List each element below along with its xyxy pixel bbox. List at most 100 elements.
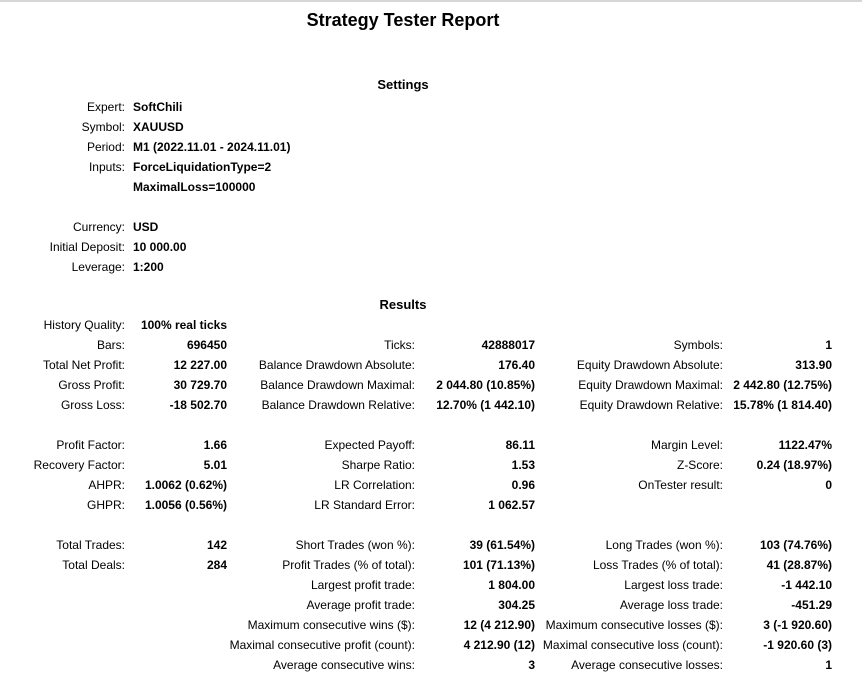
result-label: Balance Drawdown Maximal: bbox=[260, 378, 415, 392]
result-value: 696450 bbox=[186, 338, 227, 352]
results-row: AHPR: 1.0062 (0.62%) LR Correlation: 0.96 On… bbox=[0, 475, 832, 495]
result-value: 12 (4 212.90) bbox=[463, 618, 535, 632]
result-value bbox=[125, 635, 227, 655]
settings-row: Currency: USD bbox=[0, 217, 832, 237]
settings-row: Expert: SoftChili bbox=[0, 97, 832, 117]
result-value: -1 442.10 bbox=[781, 578, 832, 592]
result-value bbox=[723, 315, 832, 335]
results-row: Bars: 696450 Ticks: 42888017 Symbols: 1 bbox=[0, 335, 832, 355]
result-label bbox=[227, 315, 415, 335]
result-label: Equity Drawdown Relative: bbox=[579, 398, 723, 412]
result-label: LR Correlation: bbox=[334, 478, 415, 492]
setting-label bbox=[0, 177, 125, 197]
result-label bbox=[535, 315, 723, 335]
results-row: History Quality: 100% real ticks bbox=[0, 315, 832, 335]
result-label: Recovery Factor: bbox=[33, 458, 125, 472]
result-value: 0.24 (18.97%) bbox=[756, 458, 832, 472]
result-value: -451.29 bbox=[791, 598, 832, 612]
result-label: Maximum consecutive losses ($): bbox=[545, 618, 723, 632]
page-title: Strategy Tester Report bbox=[306, 10, 500, 30]
result-label: Z-Score: bbox=[676, 458, 723, 472]
result-value bbox=[723, 415, 832, 435]
result-label: Maximum consecutive wins ($): bbox=[247, 618, 415, 632]
result-value: 3 bbox=[528, 658, 535, 672]
setting-label: Period: bbox=[86, 140, 125, 154]
result-label: AHPR: bbox=[88, 478, 125, 492]
results-row: Total Trades: 142 Short Trades (won %): 39 … bbox=[0, 535, 832, 555]
result-value: -18 502.70 bbox=[169, 398, 227, 412]
result-label bbox=[227, 415, 415, 435]
result-label: Total Deals: bbox=[62, 558, 125, 572]
result-value bbox=[415, 515, 535, 535]
result-label: Total Trades: bbox=[56, 538, 125, 552]
result-label bbox=[0, 515, 125, 535]
results-row: Maximal consecutive profit (count): 4 212… bbox=[0, 635, 832, 655]
setting-label: Leverage: bbox=[71, 260, 125, 274]
result-label: Total Net Profit: bbox=[42, 358, 125, 372]
settings-row: Period: M1 (2022.11.01 - 2024.11.01) bbox=[0, 137, 832, 157]
setting-label: Currency: bbox=[72, 220, 125, 234]
result-label: Average consecutive losses: bbox=[571, 658, 723, 672]
result-label: Margin Level: bbox=[650, 438, 723, 452]
result-value: 1.66 bbox=[203, 438, 227, 452]
result-label: Sharpe Ratio: bbox=[341, 458, 415, 472]
results-table: History Quality: 100% real ticks Bars: 6964… bbox=[0, 315, 862, 675]
result-value: 284 bbox=[206, 558, 227, 572]
settings-row bbox=[0, 197, 832, 217]
result-value: 30 729.70 bbox=[173, 378, 227, 392]
result-value: 1.0062 (0.62%) bbox=[144, 478, 227, 492]
settings-table: Expert: SoftChili Symbol: XAUUSD Period: M1 (… bbox=[0, 97, 862, 277]
results-row: GHPR: 1.0056 (0.56%) LR Standard Error: 1 0… bbox=[0, 495, 832, 515]
result-label: Bars: bbox=[96, 338, 125, 352]
results-row: Average consecutive wins: 3 Average consec… bbox=[0, 655, 832, 675]
result-label bbox=[535, 415, 723, 435]
result-label: Average profit trade: bbox=[306, 598, 415, 612]
result-value: 176.40 bbox=[498, 358, 535, 372]
result-label bbox=[535, 495, 723, 515]
result-label: Equity Drawdown Absolute: bbox=[576, 358, 723, 372]
result-value: 2 044.80 (10.85%) bbox=[436, 378, 535, 392]
result-value: 2 442.80 (12.75%) bbox=[733, 378, 832, 392]
result-value: 304.25 bbox=[498, 598, 535, 612]
setting-label: Initial Deposit: bbox=[49, 240, 125, 254]
result-label: Maximal consecutive profit (count): bbox=[229, 638, 415, 652]
results-row: Gross Loss: -18 502.70 Balance Drawdown Re… bbox=[0, 395, 832, 415]
results-row: Total Net Profit: 12 227.00 Balance Drawdo… bbox=[0, 355, 832, 375]
setting-value: 1:200 bbox=[133, 260, 164, 274]
result-label: Gross Profit: bbox=[58, 378, 125, 392]
result-label: Balance Drawdown Absolute: bbox=[258, 358, 415, 372]
result-value: 86.11 bbox=[505, 438, 535, 452]
result-value: 15.78% (1 814.40) bbox=[733, 398, 832, 412]
result-value: 1.0056 (0.56%) bbox=[144, 498, 227, 512]
result-label: Expected Payoff: bbox=[324, 438, 415, 452]
setting-value: 10 000.00 bbox=[133, 240, 187, 254]
result-label: Largest profit trade: bbox=[310, 578, 415, 592]
result-value: 0 bbox=[825, 478, 832, 492]
setting-value: M1 (2022.11.01 - 2024.11.01) bbox=[133, 140, 291, 154]
setting-value: XAUUSD bbox=[133, 120, 184, 134]
result-label: History Quality: bbox=[43, 318, 125, 332]
settings-heading: Settings bbox=[377, 77, 429, 92]
result-label: OnTester result: bbox=[638, 478, 723, 492]
result-value: 313.90 bbox=[795, 358, 832, 372]
result-label: Profit Factor: bbox=[56, 438, 125, 452]
result-value bbox=[415, 415, 535, 435]
setting-label bbox=[0, 197, 125, 217]
result-value: 41 (28.87%) bbox=[766, 558, 832, 572]
results-row: Total Deals: 284 Profit Trades (% of total… bbox=[0, 555, 832, 575]
settings-row: Inputs: ForceLiquidationType=2 bbox=[0, 157, 832, 177]
result-value: 1 804.00 bbox=[488, 578, 535, 592]
result-value: 42888017 bbox=[481, 338, 535, 352]
result-label: Equity Drawdown Maximal: bbox=[578, 378, 723, 392]
result-label bbox=[535, 515, 723, 535]
result-value: 101 (71.13%) bbox=[462, 558, 535, 572]
settings-row: Initial Deposit: 10 000.00 bbox=[0, 237, 832, 257]
result-value: 1.53 bbox=[511, 458, 535, 472]
result-value: 1122.47% bbox=[778, 438, 832, 452]
setting-value bbox=[125, 197, 133, 217]
results-row bbox=[0, 515, 832, 535]
result-value bbox=[125, 615, 227, 635]
results-row: Profit Factor: 1.66 Expected Payoff: 86.11 M… bbox=[0, 435, 832, 455]
result-label: GHPR: bbox=[86, 498, 125, 512]
result-value bbox=[125, 595, 227, 615]
